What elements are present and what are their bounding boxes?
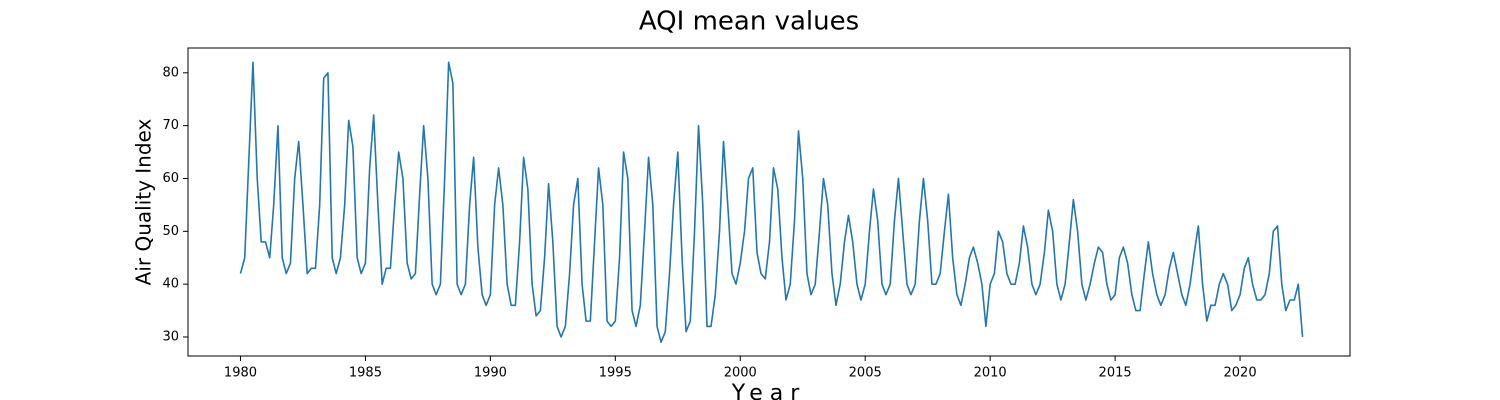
x-axis-label: Year (731, 381, 807, 400)
y-axis-label: Air Quality Index (132, 118, 156, 285)
chart-title: AQI mean values (639, 7, 859, 37)
y-tick-label: 50 (162, 224, 179, 239)
x-tick-label: 1990 (474, 366, 507, 381)
y-tick-label: 60 (162, 171, 179, 186)
x-tick-label: 2005 (849, 366, 882, 381)
plot-frame (187, 47, 1351, 357)
x-tick-label: 2020 (1224, 366, 1257, 381)
x-tick-label: 1985 (349, 366, 382, 381)
x-tick-label: 2010 (974, 366, 1007, 381)
x-tick-label: 1980 (224, 366, 257, 381)
x-tick-label: 2000 (724, 366, 757, 381)
y-tick-label: 70 (162, 118, 179, 133)
x-tick-label: 1995 (599, 366, 632, 381)
y-tick-label: 30 (162, 329, 179, 344)
y-tick-label: 40 (162, 277, 179, 292)
x-tick-label: 2015 (1099, 366, 1132, 381)
data-line (239, 61, 1304, 344)
y-tick-label: 80 (162, 65, 179, 80)
